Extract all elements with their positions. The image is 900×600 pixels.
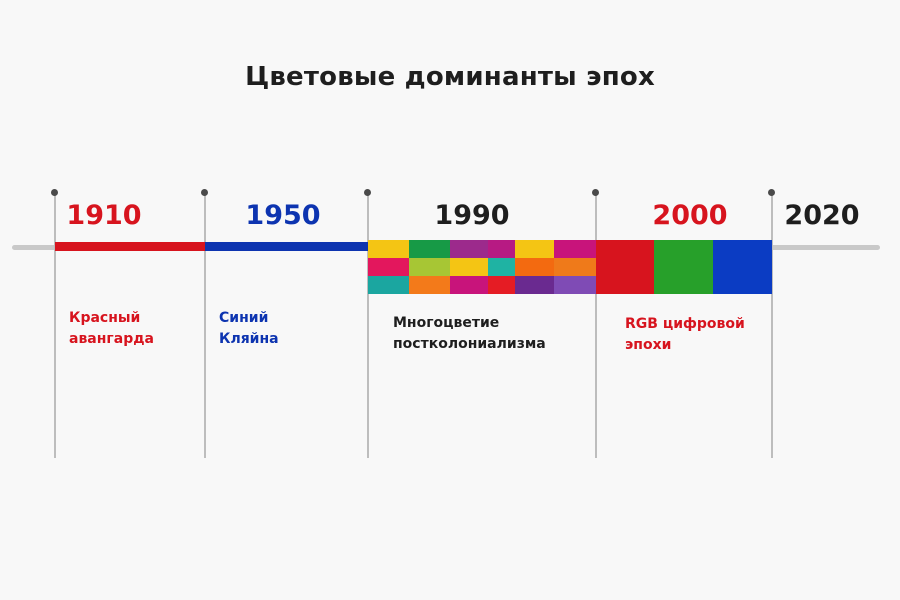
rgb-green-block [654,240,713,294]
marker-line-2000 [595,193,597,458]
period-label-1990: Многоцветие постколониализма [393,315,546,352]
mosaic-cell [450,240,488,258]
period-label-1910: Красный авангарда [69,310,154,347]
bar-rgb-digital [596,240,772,294]
period-label-1950: Синий Кляйна [219,310,279,347]
mosaic-cell [409,258,450,276]
marker-line-1990 [367,193,369,458]
year-label-1910: 1910 [66,200,142,231]
bar-klein-blue [205,242,368,251]
mosaic-cell [515,258,554,276]
mosaic-cell [488,240,515,258]
marker-line-1950 [204,193,206,458]
year-label-2020: 2020 [784,200,860,231]
rgb-blue-block [713,240,772,294]
mosaic-cell [409,276,450,294]
mosaic-cell [409,240,450,258]
mosaic-cell [488,258,515,276]
rgb-red-block [596,240,654,294]
marker-dot-1950 [201,189,208,196]
mosaic-cell [515,276,554,294]
year-label-2000: 2000 [652,200,728,231]
year-label-1990: 1990 [434,200,510,231]
mosaic-cell [554,240,596,258]
marker-dot-1990 [364,189,371,196]
bar-avantgarde-red [55,242,205,251]
mosaic-cell [554,276,596,294]
mosaic-cell [488,276,515,294]
marker-dot-2020 [768,189,775,196]
marker-dot-1910 [51,189,58,196]
mosaic-cell [554,258,596,276]
mosaic-cell [368,258,409,276]
mosaic-cell [450,258,488,276]
diagram-title: Цветовые доминанты эпох [245,62,655,92]
period-label-2000: RGB цифровой эпохи [625,316,745,353]
bar-postcolonial-mosaic [368,240,596,294]
year-label-1950: 1950 [245,200,321,231]
mosaic-cell [450,276,488,294]
marker-line-1910 [54,193,56,458]
marker-dot-2000 [592,189,599,196]
mosaic-cell [368,276,409,294]
mosaic-cell [368,240,409,258]
marker-line-2020 [771,193,773,458]
mosaic-cell [515,240,554,258]
